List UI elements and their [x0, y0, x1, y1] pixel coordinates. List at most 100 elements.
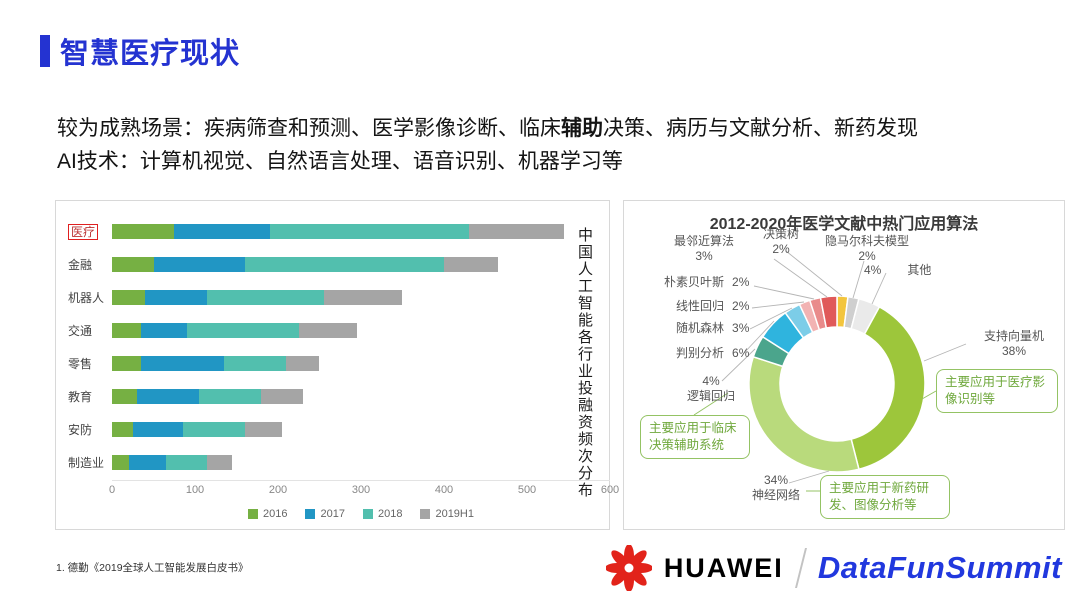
- bar-segment-2017: [153, 257, 245, 272]
- brand-divider: [794, 548, 807, 588]
- bar-segment-2016: [112, 290, 146, 305]
- bar-segment-2017: [132, 422, 183, 437]
- legend-label: 2016: [263, 508, 288, 520]
- donut-chart-title: 2012-2020年医学文献中热门应用算法: [709, 216, 979, 233]
- bar-category-label: 机器人: [68, 291, 105, 305]
- bar-track: [112, 389, 610, 404]
- title-accent-bar: [40, 35, 50, 67]
- body-line-1-bold: 辅助: [561, 117, 603, 140]
- bar-row: 零售: [68, 347, 610, 380]
- slice-pct-text: 3%: [695, 249, 713, 263]
- slice-label-text: 神经网络: [751, 488, 800, 502]
- leader-lines: [693, 250, 967, 492]
- x-axis: 0 100 200 300 400 500 600: [108, 480, 619, 499]
- slice-label-hmm: 隐马尔科夫模型 2%: [812, 234, 922, 264]
- slice-label-other: 4% 其他: [864, 263, 931, 278]
- donut-slice-神经网络: [748, 355, 860, 473]
- slice-label-text: 支持向量机: [983, 329, 1044, 343]
- donut-slice-支持向量机: [850, 305, 926, 471]
- bar-category-label: 制造业: [68, 456, 105, 470]
- slice-label-text: 判别分析: [676, 346, 725, 360]
- slice-label-neural-network: 34% 神经网络: [744, 473, 808, 503]
- bar-segment-2016: [112, 389, 137, 404]
- footnote: 1. 德勤《2019全球人工智能发展白皮书》: [56, 562, 249, 574]
- slice-pct-text: 4%: [702, 374, 720, 388]
- x-axis-tick: 100: [185, 484, 205, 496]
- bar-chart-panel: 医疗 金融 机器人 交通 零售 教育 安防 制造业 0 100 200 300 400 500 600 2…: [55, 200, 619, 530]
- bar-segment-2017: [141, 356, 225, 371]
- bar-segment-2017: [136, 389, 200, 404]
- bar-segment-2017: [128, 455, 166, 470]
- legend-label: 2019H1: [435, 508, 474, 520]
- bar-row: 机器人: [68, 281, 610, 314]
- bar-track: [112, 422, 610, 437]
- bar-segment-2019H1: [323, 290, 403, 305]
- slice-label-logistic-regression: 4% 逻辑回归: [680, 374, 742, 404]
- slice-label-nearest-neighbor: 最邻近算法 3%: [658, 234, 750, 264]
- bar-legend: 2016 2017 2018 2019H1: [112, 508, 610, 520]
- bar-row: 金融: [68, 248, 610, 281]
- bar-segment-2018: [269, 224, 469, 239]
- donut-chart-panel: 2012-2020年医学文献中热门应用算法 最邻近算法 3% 决策树: [623, 200, 1065, 530]
- legend-label: 2018: [377, 508, 403, 520]
- bar-track: [112, 323, 610, 338]
- bar-segment-2019H1: [261, 389, 303, 404]
- x-axis-tick: 0: [108, 484, 116, 496]
- slice-pct-text: 2%: [858, 249, 876, 263]
- bar-segment-2018: [186, 323, 299, 338]
- bar-track: [112, 290, 610, 305]
- brand-area: HUAWEI DataFunSummit: [605, 540, 1062, 596]
- bar-row: 教育: [68, 380, 610, 413]
- bar-segment-2019H1: [286, 356, 320, 371]
- huawei-logo-icon: [605, 545, 652, 591]
- slice-pct-text: 2%: [772, 242, 790, 256]
- bar-segment-2018: [165, 455, 208, 470]
- slice-label-text: 其他: [907, 263, 932, 277]
- bar-segment-2016: [112, 224, 175, 239]
- legend-swatch: [362, 509, 373, 519]
- bar-segment-2019H1: [298, 323, 357, 338]
- bar-track: [112, 356, 610, 371]
- legend-item-2016: 2016: [248, 508, 287, 520]
- body-line-2: AI技术：计算机视觉、自然语言处理、语音识别、机器学习等: [57, 150, 623, 173]
- donut-chart: [748, 295, 926, 473]
- callout-drug-discovery: 主要应用于新药研发、图像分析等: [820, 475, 950, 519]
- bar-segment-2016: [112, 323, 142, 338]
- bar-category-label: 金融: [68, 258, 93, 272]
- bar-track: [112, 224, 610, 239]
- slice-pct-text: 38%: [1001, 344, 1027, 358]
- slice-label-discriminant-analysis: 判别分析 6%: [676, 346, 749, 361]
- slice-label-text: 线性回归: [676, 299, 725, 313]
- bar-category-label: 零售: [68, 357, 93, 371]
- legend-swatch: [248, 509, 258, 519]
- bar-row: 安防: [68, 413, 610, 446]
- x-axis-tick: 200: [268, 484, 288, 496]
- bar-segment-2018: [224, 356, 287, 371]
- bar-segment-2016: [112, 257, 154, 272]
- body-line-1: 较为成熟场景：疾病筛查和预测、医学影像诊断、临床辅助决策、病历与文献分析、新药发…: [57, 112, 918, 145]
- bar-category-label: 教育: [68, 390, 93, 404]
- slice-pct-text: 3%: [732, 321, 750, 335]
- slice-pct-text: 6%: [732, 346, 750, 360]
- legend-label: 2017: [320, 508, 345, 520]
- datafunsummit-wordmark: DataFunSummit: [817, 550, 1062, 585]
- x-axis-tick: 500: [517, 484, 537, 496]
- bar-segment-2019H1: [468, 224, 565, 239]
- bar-row: 医疗: [68, 215, 610, 248]
- body-line-1-pre: 较为成熟场景：疾病筛查和预测、医学影像诊断、临床: [57, 117, 561, 140]
- slice-label-random-forest: 随机森林 3%: [676, 321, 749, 336]
- slice-pct-text: 2%: [732, 275, 750, 289]
- legend-item-2017: 2017: [305, 508, 345, 520]
- x-axis-tick: 600: [600, 484, 620, 496]
- bar-category-label: 安防: [68, 423, 93, 437]
- bar-segment-2017: [141, 323, 187, 338]
- bar-segment-2016: [112, 356, 142, 371]
- slice-label-decision-tree: 决策树 2%: [754, 227, 808, 257]
- legend-swatch: [305, 509, 316, 519]
- page-title: 智慧医疗现状: [60, 38, 241, 70]
- slice-label-text: 逻辑回归: [686, 389, 735, 403]
- bar-segment-2019H1: [443, 257, 498, 272]
- huawei-wordmark: HUAWEI: [663, 552, 784, 583]
- bar-row: 交通: [68, 314, 610, 347]
- slice-pct-text: 4%: [864, 263, 882, 277]
